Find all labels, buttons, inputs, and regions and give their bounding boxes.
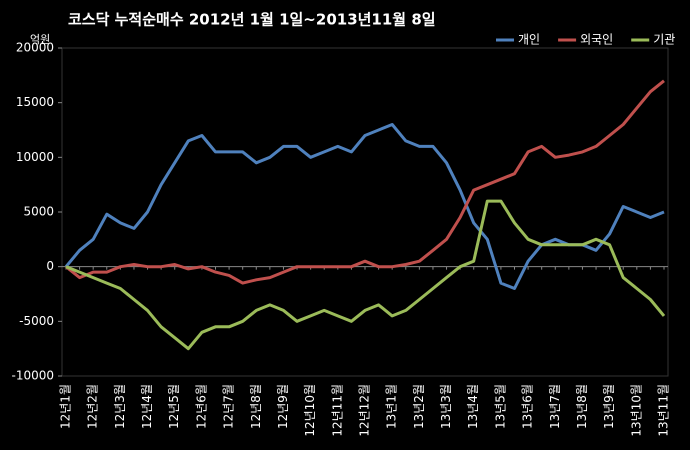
- x-tick-label: 13년4월: [466, 384, 480, 429]
- y-tick-label: 20000: [16, 41, 54, 55]
- y-axis-label: 억원: [30, 33, 50, 46]
- x-tick-label: 12년9월: [276, 384, 290, 429]
- x-tick-label: 13년2월: [412, 384, 426, 429]
- x-tick-label: 13년8월: [575, 384, 589, 429]
- x-tick-label: 12년1월: [59, 384, 73, 429]
- x-tick-label: 12년7월: [222, 384, 236, 429]
- x-tick-label: 13년6월: [521, 384, 535, 429]
- x-tick-label: 13년11월: [657, 384, 671, 437]
- y-tick-label: 0: [46, 259, 54, 273]
- y-tick-label: 15000: [16, 95, 54, 109]
- line: [64, 123, 665, 290]
- x-tick-label: 12년11월: [330, 384, 344, 437]
- x-tick-label: 12년12월: [358, 384, 372, 437]
- x-tick-label: 13년9월: [602, 384, 616, 429]
- y-tick-label: 5000: [23, 205, 54, 219]
- x-tick-label: 13년5월: [493, 384, 507, 429]
- x-tick-label: 13년3월: [439, 384, 453, 429]
- x-tick-label: 12년3월: [113, 384, 127, 429]
- legend-label: 기관: [653, 33, 675, 47]
- x-tick-label: 13년10월: [629, 384, 643, 437]
- y-tick-label: 10000: [16, 150, 54, 164]
- y-tick-label: -5000: [19, 314, 54, 328]
- chart-title: 코스닥 누적순매수 2012년 1월 1일~2013년11월 8일: [68, 11, 436, 29]
- x-tick-label: 12년8월: [249, 384, 263, 429]
- y-tick-label: -10000: [11, 369, 54, 383]
- x-tick-label: 12년2월: [86, 384, 100, 429]
- x-tick-label: 12년10월: [303, 384, 317, 437]
- x-tick-label: 12년4월: [140, 384, 154, 429]
- legend-label: 개인: [518, 33, 540, 47]
- line: [65, 79, 665, 285]
- x-tick-label: 12년6월: [194, 384, 208, 429]
- line: [65, 199, 666, 351]
- x-tick-label: 12년5월: [167, 384, 181, 429]
- legend-label: 외국인: [580, 33, 613, 47]
- x-tick-label: 13년1월: [385, 384, 399, 429]
- x-tick-label: 13년7월: [548, 384, 562, 429]
